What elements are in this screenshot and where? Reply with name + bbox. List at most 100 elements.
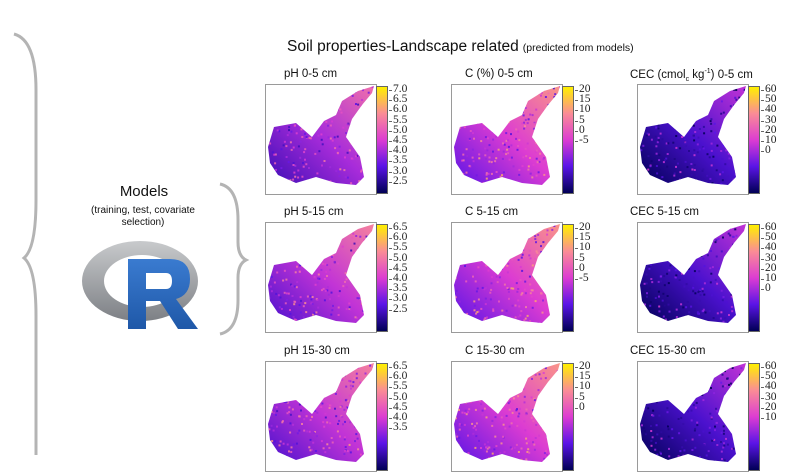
tick-label: 5.0 bbox=[388, 390, 408, 403]
tick-label: 6.5 bbox=[388, 221, 408, 233]
page-title: Soil properties-Landscape related (predic… bbox=[287, 38, 634, 56]
tick-label: 3.5 bbox=[388, 282, 408, 295]
tick-label: 10 bbox=[761, 134, 777, 146]
soil-map bbox=[637, 222, 749, 333]
tick-label: 7.0 bbox=[388, 83, 408, 95]
tick-label: 5.0 bbox=[388, 123, 408, 136]
map-region bbox=[640, 224, 746, 323]
tick-label: 60 bbox=[761, 221, 777, 233]
colorbar bbox=[748, 224, 760, 332]
tick-label: 10 bbox=[575, 241, 591, 254]
tick-label: 10 bbox=[761, 272, 777, 284]
tick-label: 0 bbox=[575, 261, 585, 274]
tick-label: 6.0 bbox=[388, 231, 408, 244]
tick-label: 20 bbox=[761, 261, 777, 274]
panel-label-part: kg bbox=[689, 68, 705, 81]
panel-label: pH 15-30 cm bbox=[284, 345, 350, 357]
right-brace bbox=[219, 182, 250, 336]
tick-label: 20 bbox=[575, 221, 591, 233]
tick-label: 0 bbox=[575, 123, 585, 136]
tick-label: 60 bbox=[761, 360, 777, 372]
tick-label: 20 bbox=[575, 360, 591, 372]
tick-label: 3.5 bbox=[388, 154, 408, 167]
colorbar bbox=[562, 86, 574, 194]
tick-label: 4.0 bbox=[388, 411, 408, 423]
panel-label-part: CEC (cmol bbox=[630, 68, 686, 81]
tick-label: 5.0 bbox=[388, 251, 408, 264]
tick-label: 40 bbox=[761, 380, 777, 393]
tick-label: 60 bbox=[761, 83, 777, 95]
tick-label: 30 bbox=[761, 251, 777, 264]
panel-label-part: ) 0-5 cm bbox=[710, 68, 753, 81]
tick-label: 0 bbox=[761, 282, 771, 295]
soil-map bbox=[637, 361, 749, 472]
title-subtitle: (predicted from models) bbox=[522, 42, 634, 54]
soil-map bbox=[451, 84, 563, 195]
tick-label: 5 bbox=[575, 251, 585, 264]
panel-label: pH 5-15 cm bbox=[284, 206, 344, 218]
soil-map bbox=[265, 84, 377, 195]
tick-label: 5.5 bbox=[388, 113, 408, 126]
colorbar bbox=[376, 224, 388, 332]
tick-label: 0 bbox=[761, 144, 771, 157]
tick-label: 3.5 bbox=[388, 421, 408, 434]
tick-label: 4.5 bbox=[388, 400, 408, 413]
panel-label: C 5-15 cm bbox=[465, 206, 519, 218]
panel-label: CEC 15-30 cm bbox=[630, 345, 706, 357]
colorbar bbox=[562, 224, 574, 332]
tick-label: 50 bbox=[761, 231, 777, 244]
panel-label-part: -1 bbox=[704, 68, 711, 75]
map-region bbox=[454, 86, 560, 185]
tick-label: 30 bbox=[761, 390, 777, 403]
tick-label: 20 bbox=[761, 123, 777, 136]
panel-label: C (%) 0-5 cm bbox=[465, 68, 533, 80]
soil-map bbox=[265, 361, 377, 472]
map-region bbox=[268, 363, 374, 462]
tick-label: 15 bbox=[575, 370, 591, 383]
tick-label: 4.5 bbox=[388, 261, 408, 274]
panel-label: pH 0-5 cm bbox=[284, 68, 338, 80]
tick-label: 50 bbox=[761, 370, 777, 383]
tick-label: 4.0 bbox=[388, 272, 408, 284]
colorbar bbox=[376, 86, 388, 194]
tick-label: 3.0 bbox=[388, 292, 408, 305]
tick-label: 3.0 bbox=[388, 164, 408, 177]
tick-label: 10 bbox=[761, 411, 777, 423]
panel-label: CEC 5-15 cm bbox=[630, 206, 700, 218]
tick-label: 20 bbox=[575, 83, 591, 95]
panel-label-part: c bbox=[685, 76, 690, 84]
models-subtitle: (training, test, covariate selection) bbox=[91, 205, 195, 228]
tick-label: 5.5 bbox=[388, 380, 408, 393]
tick-label: 6.5 bbox=[388, 93, 408, 106]
tick-label: 40 bbox=[761, 103, 777, 116]
left-brace bbox=[13, 32, 38, 455]
tick-label: 4.5 bbox=[388, 134, 408, 146]
tick-label: 40 bbox=[761, 241, 777, 254]
soil-map bbox=[451, 361, 563, 472]
map-region bbox=[268, 86, 374, 185]
tick-label: 20 bbox=[761, 400, 777, 413]
tick-label: 4.0 bbox=[388, 144, 408, 157]
tick-label: 50 bbox=[761, 93, 777, 106]
tick-label: 30 bbox=[761, 113, 777, 126]
panel-label: C 15-30 cm bbox=[465, 345, 525, 357]
tick-label: 2.5 bbox=[388, 302, 408, 315]
title-main: Soil properties-Landscape related bbox=[287, 38, 519, 55]
tick-label: -5 bbox=[575, 134, 589, 146]
soil-map bbox=[451, 222, 563, 333]
tick-label: 6.0 bbox=[388, 103, 408, 116]
tick-label: 5 bbox=[575, 390, 585, 403]
tick-label: -5 bbox=[575, 272, 589, 284]
panel-label: CEC (cmolc kg-1) 0-5 cm bbox=[630, 68, 753, 83]
tick-label: 5 bbox=[575, 113, 585, 126]
tick-label: 2.5 bbox=[388, 174, 408, 187]
tick-label: 15 bbox=[575, 231, 591, 244]
map-region bbox=[454, 363, 560, 462]
tick-label: 10 bbox=[575, 380, 591, 393]
tick-label: 15 bbox=[575, 93, 591, 106]
tick-label: 5.5 bbox=[388, 241, 408, 254]
soil-map bbox=[265, 222, 377, 333]
models-title: Models bbox=[119, 183, 169, 200]
colorbar bbox=[748, 86, 760, 194]
tick-label: 10 bbox=[575, 103, 591, 116]
